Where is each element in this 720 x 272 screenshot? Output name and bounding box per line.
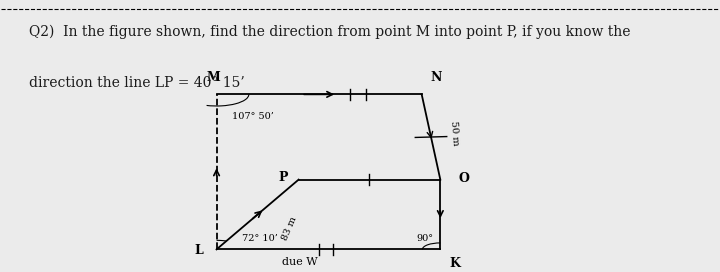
- Text: O: O: [458, 172, 469, 185]
- Text: M: M: [206, 71, 220, 84]
- Text: 83 m: 83 m: [281, 216, 299, 242]
- Text: 50 m: 50 m: [449, 120, 460, 146]
- Text: L: L: [195, 244, 204, 257]
- Text: 90°: 90°: [416, 234, 433, 243]
- Text: 72° 10’: 72° 10’: [242, 234, 277, 243]
- Text: 107° 50’: 107° 50’: [233, 112, 274, 122]
- Text: K: K: [449, 257, 460, 270]
- Text: P: P: [279, 171, 288, 184]
- Text: N: N: [431, 71, 441, 84]
- Text: Q2)  In the figure shown, find the direction from point M into point P, if you k: Q2) In the figure shown, find the direct…: [29, 24, 630, 39]
- Text: due W: due W: [282, 257, 318, 267]
- Text: direction the line LP = 40° 15’: direction the line LP = 40° 15’: [29, 76, 245, 90]
